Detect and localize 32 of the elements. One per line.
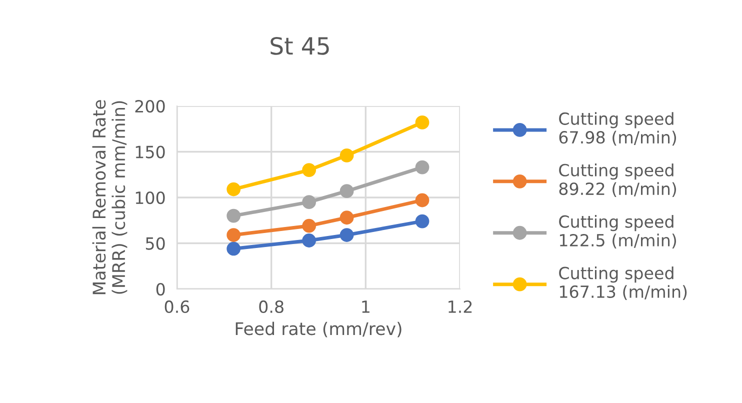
point <box>340 228 354 242</box>
point <box>415 214 430 228</box>
y-tick-label: 50 <box>146 237 165 250</box>
y-tick-label: 150 <box>136 146 165 158</box>
point <box>226 228 241 242</box>
chart-title: St 45 <box>270 36 329 55</box>
point <box>340 210 354 225</box>
point <box>415 160 430 174</box>
point <box>415 193 430 208</box>
y-tick-label: 200 <box>135 100 165 113</box>
point <box>340 148 354 162</box>
legend-label: Cutting speed 67.98 (m/min) <box>559 112 676 146</box>
legend-label: Cutting speed 122.5 (m/min) <box>559 214 676 249</box>
point <box>415 116 430 130</box>
point <box>340 184 354 198</box>
y-axis-title: Material Removal Rate (MRR) (cubic mm/min) <box>92 100 128 294</box>
point <box>302 234 316 248</box>
point <box>226 208 241 223</box>
x-tick-label: 1.2 <box>448 300 472 313</box>
point <box>226 182 241 196</box>
legend-label: Cutting speed 89.22 (m/min) <box>559 164 676 198</box>
y-tick-label: 0 <box>156 282 165 296</box>
x-tick-label: 0.6 <box>164 300 190 314</box>
point <box>302 163 316 177</box>
legend-label: Cutting speed 167.13 (m/min) <box>559 266 687 300</box>
point <box>302 195 316 210</box>
point <box>302 218 316 233</box>
y-tick-label: 100 <box>136 191 165 204</box>
x-tick-label: 1 <box>362 300 370 313</box>
point <box>226 242 241 256</box>
x-axis-title: Feed rate (mm/rev) <box>236 322 402 338</box>
x-tick-label: 0.8 <box>259 300 284 314</box>
